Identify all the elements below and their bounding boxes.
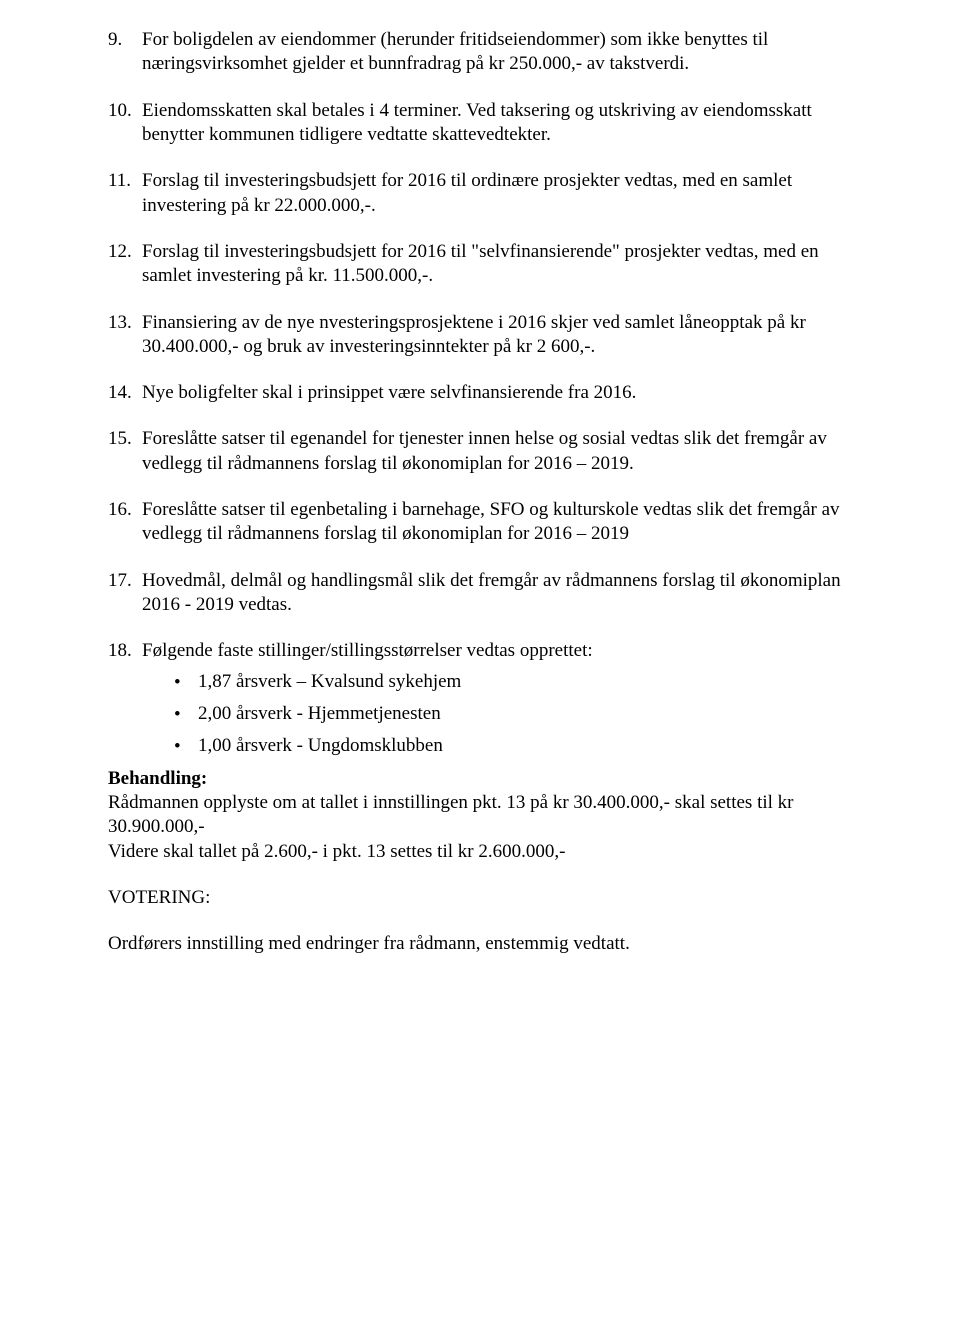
item-number: 18. — [108, 639, 142, 663]
bullet-text: 1,87 årsverk – Kvalsund sykehjem — [198, 670, 461, 694]
list-item: 14. Nye boligfelter skal i prinsippet væ… — [108, 381, 852, 405]
item-number: 14. — [108, 381, 142, 405]
list-item: 16. Foreslåtte satser til egenbetaling i… — [108, 498, 852, 547]
item-number: 16. — [108, 498, 142, 522]
behandling-line-1: Rådmannen opplyste om at tallet i innsti… — [108, 791, 852, 840]
item-number: 17. — [108, 569, 142, 593]
list-item: 18. Følgende faste stillinger/stillingss… — [108, 639, 852, 663]
item-text: Følgende faste stillinger/stillingsstørr… — [142, 639, 852, 663]
item-text: For boligdelen av eiendommer (herunder f… — [142, 28, 852, 77]
item-number: 15. — [108, 427, 142, 451]
final-line: Ordførers innstilling med endringer fra … — [108, 932, 852, 956]
item-text: Eiendomsskatten skal betales i 4 termine… — [142, 99, 852, 148]
list-item: 13. Finansiering av de nye nvesteringspr… — [108, 311, 852, 360]
item-text: Forslag til investeringsbudsjett for 201… — [142, 169, 852, 218]
list-item: 17. Hovedmål, delmål og handlingsmål sli… — [108, 569, 852, 618]
bullet-icon: • — [174, 702, 198, 724]
section-heading-behandling: Behandling: — [108, 767, 852, 791]
list-item: 12. Forslag til investeringsbudsjett for… — [108, 240, 852, 289]
bullet-text: 2,00 årsverk - Hjemmetjenesten — [198, 702, 441, 726]
item-number: 11. — [108, 169, 142, 193]
behandling-line-2: Videre skal tallet på 2.600,- i pkt. 13 … — [108, 840, 852, 864]
list-item: 11. Forslag til investeringsbudsjett for… — [108, 169, 852, 218]
list-item: 9. For boligdelen av eiendommer (herunde… — [108, 28, 852, 77]
item-number: 12. — [108, 240, 142, 264]
item-text: Foreslåtte satser til egenbetaling i bar… — [142, 498, 852, 547]
item-number: 10. — [108, 99, 142, 123]
item-text: Hovedmål, delmål og handlingsmål slik de… — [142, 569, 852, 618]
votering-label: VOTERING: — [108, 886, 852, 910]
item-text: Foreslåtte satser til egenandel for tjen… — [142, 427, 852, 476]
item-text: Forslag til investeringsbudsjett for 201… — [142, 240, 852, 289]
item-number: 9. — [108, 28, 142, 52]
list-item: 10. Eiendomsskatten skal betales i 4 ter… — [108, 99, 852, 148]
numbered-list: 9. For boligdelen av eiendommer (herunde… — [108, 28, 852, 664]
bullet-icon: • — [174, 734, 198, 756]
item-number: 13. — [108, 311, 142, 335]
bullet-icon: • — [174, 670, 198, 692]
item-text: Nye boligfelter skal i prinsippet være s… — [142, 381, 852, 405]
list-item: 15. Foreslåtte satser til egenandel for … — [108, 427, 852, 476]
bullet-list: • 1,87 årsverk – Kvalsund sykehjem • 2,0… — [174, 670, 852, 759]
item-text: Finansiering av de nye nvesteringsprosje… — [142, 311, 852, 360]
bullet-item: • 2,00 årsverk - Hjemmetjenesten — [174, 702, 852, 726]
bullet-text: 1,00 årsverk - Ungdomsklubben — [198, 734, 443, 758]
bullet-item: • 1,00 årsverk - Ungdomsklubben — [174, 734, 852, 758]
bullet-item: • 1,87 årsverk – Kvalsund sykehjem — [174, 670, 852, 694]
